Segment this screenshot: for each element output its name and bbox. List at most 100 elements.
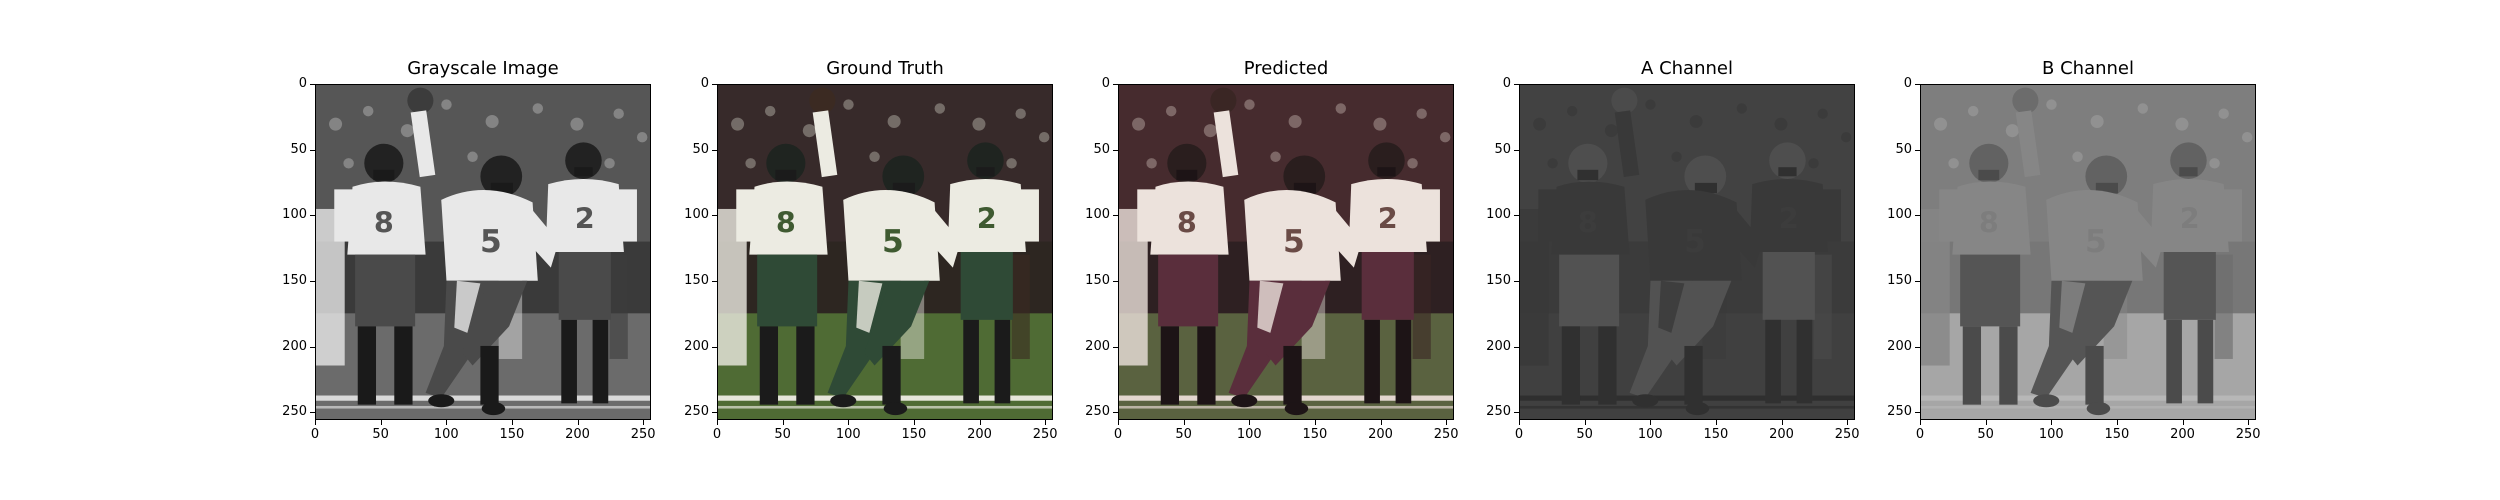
xtick-mark <box>1519 420 1520 425</box>
svg-text:2: 2 <box>1378 202 1398 236</box>
ytick-label: 250 <box>1486 404 1511 420</box>
xtick-label: 200 <box>565 427 590 442</box>
xtick-mark <box>1715 420 1717 425</box>
ytick-label: 250 <box>1085 404 1110 420</box>
xtick-label: 100 <box>2038 427 2064 442</box>
svg-text:5: 5 <box>480 224 502 260</box>
xtick-mark <box>2248 420 2250 425</box>
xtick-mark <box>717 420 718 425</box>
xtick-mark <box>1183 420 1185 425</box>
ytick-mark <box>1113 84 1118 85</box>
ytick-label: 50 <box>290 141 307 157</box>
ytick-label: 0 <box>1502 76 1511 91</box>
xtick-label: 150 <box>499 427 525 442</box>
xtick-label: 0 <box>310 427 320 442</box>
xtick-label: 150 <box>1703 427 1729 442</box>
ytick-label: 100 <box>684 207 709 223</box>
xtick-mark <box>1920 420 1921 425</box>
svg-text:5: 5 <box>1684 224 1706 260</box>
panel-title: Ground Truth <box>826 58 944 79</box>
svg-text:8: 8 <box>1578 205 1598 239</box>
xtick-mark <box>1446 420 1448 425</box>
ytick-mark <box>712 215 717 217</box>
ytick-label: 100 <box>282 207 307 223</box>
ytick-mark <box>1915 280 1920 282</box>
ytick-mark <box>1514 280 1519 282</box>
ytick-label: 150 <box>1486 272 1511 288</box>
ytick-label: 50 <box>1093 141 1110 157</box>
svg-text:5: 5 <box>882 224 904 260</box>
xtick-mark <box>1380 420 1382 425</box>
xtick-mark <box>1314 420 1316 425</box>
panel-b-channel: B Channel 8 2 <box>1887 0 2300 480</box>
svg-text:8: 8 <box>1177 205 1197 239</box>
ytick-label: 150 <box>684 272 709 288</box>
ytick-mark <box>712 412 717 414</box>
panel-title: A Channel <box>1641 58 1733 79</box>
xtick-mark <box>446 420 448 425</box>
xtick-mark <box>1584 420 1586 425</box>
xtick-label: 150 <box>2104 427 2130 442</box>
xtick-label: 50 <box>774 427 791 442</box>
panel-title: Grayscale Image <box>407 58 559 79</box>
xtick-label: 50 <box>372 427 389 442</box>
ytick-mark <box>310 412 315 414</box>
panel-title: B Channel <box>2042 58 2134 79</box>
image-axes: 8 2 5 <box>1118 84 1454 420</box>
xtick-mark <box>1045 420 1047 425</box>
xtick-label: 150 <box>901 427 927 442</box>
panel-title: Predicted <box>1243 58 1329 79</box>
image-axes: 8 2 5 <box>1519 84 1855 420</box>
ytick-label: 100 <box>1887 207 1912 223</box>
ytick-mark <box>1514 412 1519 414</box>
ytick-mark <box>1915 346 1920 348</box>
ytick-label: 0 <box>1101 76 1110 91</box>
xtick-mark <box>643 420 645 425</box>
ytick-label: 0 <box>700 76 709 91</box>
svg-text:8: 8 <box>1979 205 1999 239</box>
ytick-label: 250 <box>282 404 307 420</box>
xtick-label: 250 <box>1032 427 1058 442</box>
xtick-mark <box>511 420 513 425</box>
ytick-label: 50 <box>692 141 709 157</box>
svg-text:5: 5 <box>1283 224 1305 260</box>
svg-text:8: 8 <box>374 205 394 239</box>
image-predicted: 8 2 5 <box>1119 85 1453 419</box>
ytick-label: 200 <box>1887 338 1912 354</box>
ytick-mark <box>310 149 315 151</box>
xtick-mark <box>1781 420 1783 425</box>
ytick-mark <box>1113 412 1118 414</box>
ytick-mark <box>1113 280 1118 282</box>
image-a-channel: 8 2 5 <box>1520 85 1854 419</box>
ytick-label: 100 <box>1085 207 1110 223</box>
ytick-mark <box>310 84 315 85</box>
xtick-label: 250 <box>1834 427 1860 442</box>
image-ground-truth: 8 2 5 <box>718 85 1052 419</box>
ytick-label: 150 <box>282 272 307 288</box>
ytick-mark <box>1113 149 1118 151</box>
xtick-mark <box>1249 420 1251 425</box>
xtick-label: 100 <box>1236 427 1262 442</box>
svg-text:5: 5 <box>2085 224 2107 260</box>
ytick-mark <box>310 346 315 348</box>
ytick-label: 200 <box>1085 338 1110 354</box>
ytick-mark <box>712 280 717 282</box>
ytick-label: 100 <box>1486 207 1511 223</box>
ytick-mark <box>310 280 315 282</box>
ytick-mark <box>1514 149 1519 151</box>
ytick-mark <box>1113 346 1118 348</box>
ytick-mark <box>1915 84 1920 85</box>
svg-text:2: 2 <box>977 202 997 236</box>
xtick-mark <box>380 420 382 425</box>
xtick-label: 0 <box>1113 427 1123 442</box>
xtick-label: 100 <box>835 427 861 442</box>
xtick-mark <box>979 420 981 425</box>
xtick-mark <box>315 420 316 425</box>
xtick-label: 250 <box>630 427 656 442</box>
image-axes: 8 2 5 <box>1920 84 2256 420</box>
xtick-label: 250 <box>1433 427 1459 442</box>
xtick-mark <box>1118 420 1119 425</box>
xtick-mark <box>782 420 784 425</box>
xtick-label: 0 <box>1915 427 1925 442</box>
panel-ground-truth: Ground Truth 8 2 <box>684 0 1097 480</box>
